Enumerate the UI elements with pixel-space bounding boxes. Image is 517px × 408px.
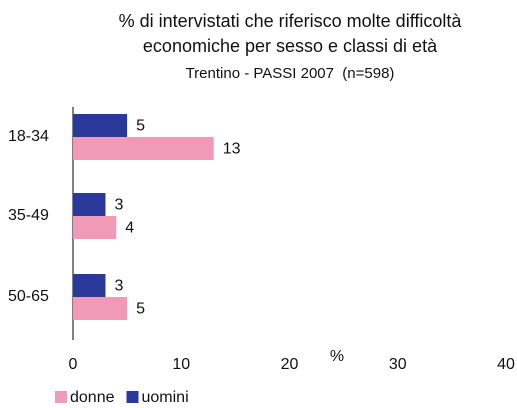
data-label: 3 <box>114 278 123 295</box>
chart-title: % di intervistati che riferisco molte di… <box>119 11 463 31</box>
x-tick-label: 0 <box>69 356 78 373</box>
data-label: 13 <box>223 141 241 158</box>
bar <box>73 114 128 137</box>
chart-title: economiche per sesso e classi di età <box>143 36 438 56</box>
chart-subtitle: Trentino - PASSI 2007 (n=598) <box>186 65 395 82</box>
data-label: 3 <box>114 197 123 214</box>
bar <box>73 274 106 297</box>
bar <box>73 193 106 216</box>
x-tick-label: 10 <box>172 356 190 373</box>
y-tick-label: 50-65 <box>8 288 49 305</box>
bar <box>73 297 128 320</box>
x-tick-label: 20 <box>281 356 299 373</box>
data-label: 4 <box>125 220 134 237</box>
y-tick-label: 18-34 <box>8 128 49 145</box>
data-label: 5 <box>136 118 145 135</box>
data-label: 5 <box>136 301 145 318</box>
legend-swatch <box>126 391 139 403</box>
bar <box>73 216 117 239</box>
legend-label: donne <box>70 389 115 406</box>
x-tick-label: 30 <box>389 356 407 373</box>
legend-swatch <box>55 391 67 403</box>
legend-label: uomini <box>142 389 189 406</box>
bar <box>73 137 214 160</box>
x-tick-label: 40 <box>497 356 515 373</box>
y-tick-label: 35-49 <box>8 207 49 224</box>
x-axis-label: % <box>330 348 344 365</box>
